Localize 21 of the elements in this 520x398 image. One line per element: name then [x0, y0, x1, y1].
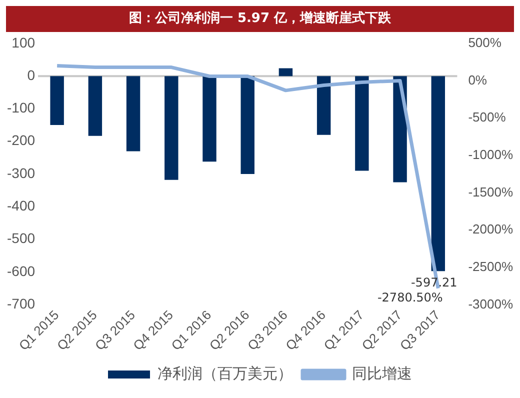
y-tick-label: 100 [12, 34, 36, 50]
y2-tick-label: -1500% [468, 184, 514, 200]
y2-tick-label: -500% [468, 110, 506, 125]
y-tick-label: -200 [6, 132, 36, 148]
legend-label: 净利润（百万美元） [158, 366, 292, 383]
y-tick-label: -700 [6, 296, 36, 312]
y-tick-label: -400 [6, 198, 36, 214]
y-tick-label: -500 [6, 230, 36, 246]
y2-tick-label: -1000% [468, 146, 514, 162]
y2-tick-label: 0% [468, 72, 488, 88]
y2-tick-label: -3000% [468, 296, 514, 312]
y-tick-label: -600 [6, 262, 36, 279]
y2-tick-label: -2000% [468, 222, 514, 237]
y2-tick-label: 500% [468, 34, 502, 50]
y-tick-label: 0 [27, 66, 36, 83]
chart-title: 图：公司净利润一 5.97 亿，增速断崖式下跌 [6, 6, 514, 32]
legend-label: 同比增速 [352, 366, 412, 383]
y2-tick-label: -2500% [468, 258, 514, 274]
y-tick-label: -300 [6, 164, 36, 181]
data-label: -2780.50% [377, 290, 443, 304]
y-tick-label: -100 [6, 100, 36, 116]
